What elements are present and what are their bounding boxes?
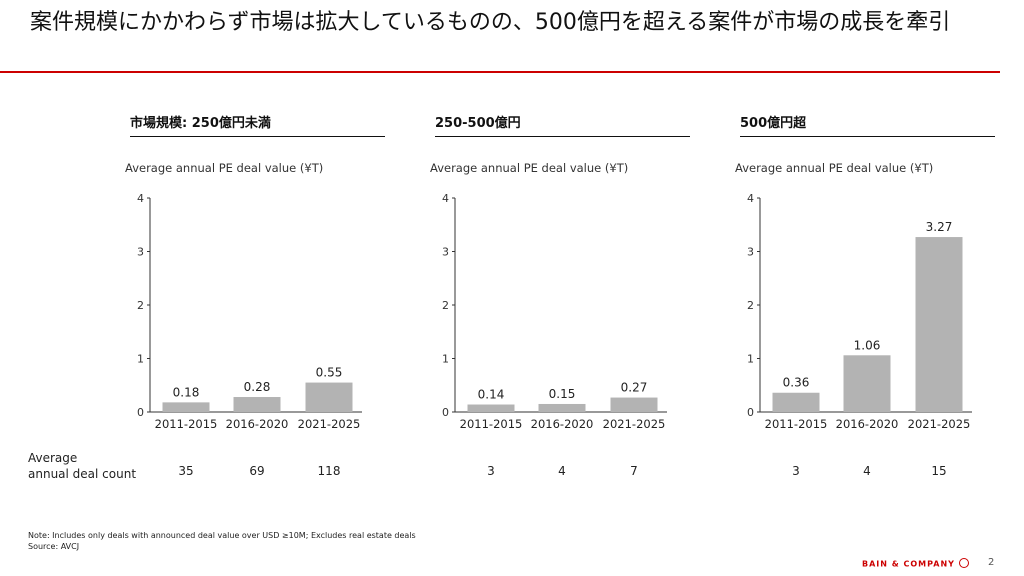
y-tick-label: 3 [137, 246, 144, 259]
deal-count-row: 3 4 7 [435, 464, 690, 480]
page-number: 2 [988, 557, 995, 568]
bar [843, 355, 891, 412]
chart-axis-label: Average annual PE deal value (¥T) [125, 161, 324, 175]
x-tick-label: 2016-2020 [531, 417, 594, 431]
data-label: 0.14 [478, 388, 505, 402]
bar [772, 392, 820, 412]
deal-count-value: 3 [487, 464, 495, 478]
panel-heading: 市場規模: 250億円未満 [130, 112, 385, 137]
source-text: Source: AVCJ [28, 542, 80, 551]
slide-title: 案件規模にかかわらず市場は拡大しているものの、500億円を超える案件が市場の成長… [30, 10, 951, 35]
y-tick-label: 2 [747, 299, 754, 312]
data-label: 0.18 [173, 385, 200, 399]
deal-count-value: 4 [863, 464, 871, 478]
bar [233, 397, 281, 412]
deal-count-row: 35 69 118 [130, 464, 385, 480]
deal-count-value: 69 [249, 464, 265, 478]
y-tick-label: 1 [747, 353, 754, 366]
data-label: 3.27 [926, 220, 953, 234]
company-logo: BAIN & COMPANY [862, 558, 969, 569]
y-tick-label: 3 [747, 246, 754, 259]
y-tick-label: 0 [442, 406, 449, 419]
data-label: 1.06 [854, 338, 881, 352]
footnote: Note: Includes only deals with announced… [28, 530, 416, 552]
chart-axis-label: Average annual PE deal value (¥T) [735, 161, 934, 175]
y-tick-label: 1 [137, 353, 144, 366]
deal-count-value: 3 [792, 464, 800, 478]
data-label: 0.15 [549, 387, 576, 401]
deal-count-row-label: Average annual deal count [28, 450, 138, 482]
logo-text: BAIN & COMPANY [862, 559, 955, 569]
row-label-line: annual deal count [28, 467, 137, 481]
y-tick-label: 2 [442, 299, 449, 312]
x-tick-label: 2011-2015 [460, 417, 523, 431]
bar [915, 237, 963, 412]
y-tick-label: 1 [442, 353, 449, 366]
chart-panel-small: 市場規模: 250億円未満 Average annual PE deal val… [125, 108, 385, 483]
deal-count-value: 118 [317, 464, 341, 478]
bar [162, 402, 210, 412]
data-label: 0.28 [244, 380, 271, 394]
deal-count-row: 3 4 15 [740, 464, 995, 480]
deal-count-value: 4 [558, 464, 566, 478]
y-tick-label: 4 [747, 192, 754, 205]
y-tick-label: 3 [442, 246, 449, 259]
bar [610, 397, 658, 412]
bar-chart-mid: 0 1 2 3 4 0.14 2011-2015 0.15 2016-2020 0.27 2021-… [442, 192, 667, 431]
x-tick-label: 2021-2025 [603, 417, 666, 431]
x-tick-label: 2016-2020 [226, 417, 289, 431]
bar [467, 404, 515, 412]
logo-ring-icon [958, 558, 969, 568]
note-text: Note: Includes only deals with announced… [28, 531, 416, 540]
x-tick-label: 2011-2015 [155, 417, 218, 431]
bar-chart-large: 0 1 2 3 4 0.36 2011-2015 1.06 2016-2020 3.27 2021-… [747, 192, 972, 431]
data-label: 0.55 [316, 366, 343, 380]
deal-count-value: 15 [931, 464, 947, 478]
y-tick-label: 0 [747, 406, 754, 419]
deal-count-value: 35 [178, 464, 194, 478]
y-tick-label: 4 [137, 192, 144, 205]
x-tick-label: 2011-2015 [765, 417, 828, 431]
bar [305, 382, 353, 412]
y-tick-label: 4 [442, 192, 449, 205]
deal-count-value: 7 [630, 464, 638, 478]
y-tick-label: 2 [137, 299, 144, 312]
bar [538, 403, 586, 412]
title-divider [0, 71, 1000, 73]
data-label: 0.36 [783, 376, 810, 390]
panel-heading: 500億円超 [740, 112, 995, 137]
x-tick-label: 2016-2020 [836, 417, 899, 431]
chart-axis-label: Average annual PE deal value (¥T) [430, 161, 629, 175]
chart-panel-mid: 250-500億円 Average annual PE deal value (… [430, 108, 690, 483]
data-label: 0.27 [621, 381, 648, 395]
x-tick-label: 2021-2025 [298, 417, 361, 431]
x-tick-label: 2021-2025 [908, 417, 971, 431]
chart-panel-large: 500億円超 Average annual PE deal value (¥T)… [735, 108, 995, 483]
bar-chart-small: 0 1 2 3 4 0.18 2011-2015 0.28 2016-2020 0.55 2021-… [137, 192, 362, 431]
row-label-line: Average [28, 451, 78, 465]
panel-heading: 250-500億円 [435, 112, 690, 137]
y-tick-label: 0 [137, 406, 144, 419]
